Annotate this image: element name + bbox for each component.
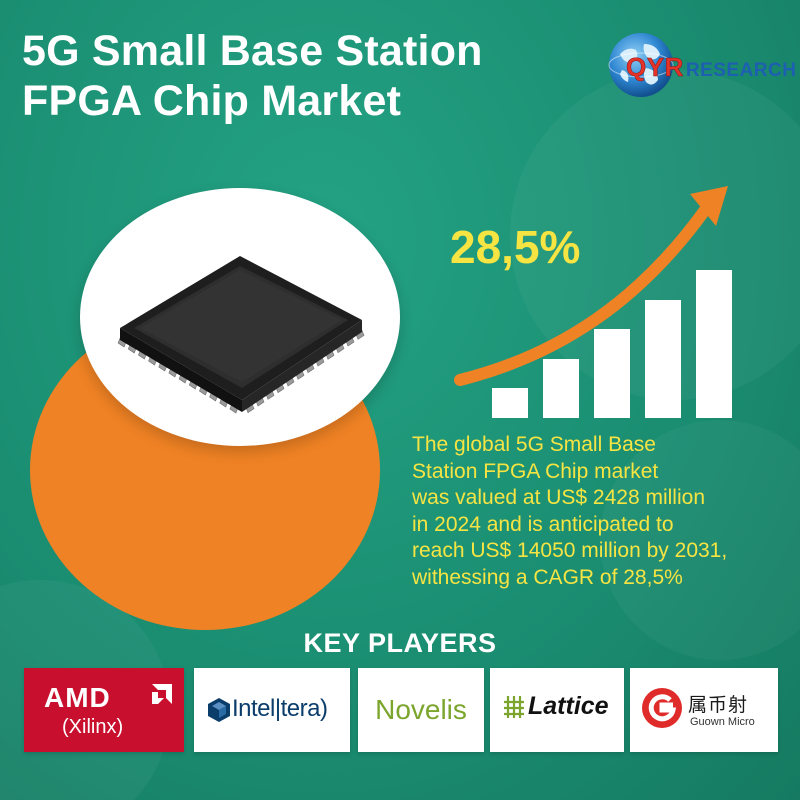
logo-suffix: RESEARCH: [685, 60, 797, 81]
player-card-lattice: Lattice: [490, 668, 624, 752]
market-description: The global 5G Small Base Station FPGA Ch…: [412, 432, 797, 591]
lattice-grid-icon: [504, 696, 524, 718]
page-title: 5G Small Base Station FPGA Chip Market: [22, 26, 582, 126]
description-line: The global 5G Small Base: [412, 433, 656, 456]
growth-bar: [645, 300, 681, 418]
key-players-heading: KEY PLAYERS: [303, 628, 497, 658]
player-card-gowin: 属币射 Guown Micro: [630, 668, 778, 752]
title-line-2: FPGA Chip Market: [22, 77, 402, 125]
description-line: Station FPGA Chip market: [412, 459, 659, 483]
player-name: AMD: [44, 682, 111, 713]
description-line: withessing a CAGR of 28,5%: [412, 565, 683, 589]
player-name: Intel|tera): [232, 695, 328, 722]
player-name: Lattice: [528, 692, 609, 720]
growth-chart-graphic: [454, 186, 732, 418]
description-line: reach US$ 14050 million by 2031,: [412, 539, 728, 562]
description-line: in 2024 and is anticipated to: [412, 512, 674, 536]
growth-bar: [594, 329, 630, 418]
player-card-intel: Intel|tera): [194, 668, 350, 752]
title-line-1: 5G Small Base Station: [22, 27, 483, 75]
player-card-novelis: Novelis: [358, 668, 484, 752]
globe-icon: [608, 33, 674, 97]
player-name: Novelis: [375, 694, 467, 725]
description-line: was valued at US$ 2428 million: [412, 486, 705, 509]
growth-bar: [543, 359, 579, 418]
intel-cube-icon: [208, 698, 230, 722]
player-card-amd: AMD (Xilinx): [24, 668, 184, 752]
gowin-g-icon: [642, 688, 682, 728]
key-players-logos: AMD (Xilinx) Intel|tera) Novelis: [24, 668, 784, 752]
growth-bar: [492, 388, 528, 418]
growth-bar: [696, 270, 732, 418]
logo-wordmark: QYR RESEARCH: [626, 52, 796, 83]
player-name: 属币射: [688, 695, 749, 716]
player-subname: (Xilinx): [62, 716, 124, 738]
microchip-icon: [117, 256, 365, 414]
growth-arrow-icon: [454, 204, 711, 386]
player-subname: Guown Micro: [690, 716, 755, 728]
qyr-research-logo: QYR RESEARCH: [606, 30, 796, 100]
cagr-highlight: 28,5%: [450, 221, 581, 273]
amd-arrow-icon: [152, 684, 172, 704]
logo-brand: QYR: [626, 52, 684, 83]
